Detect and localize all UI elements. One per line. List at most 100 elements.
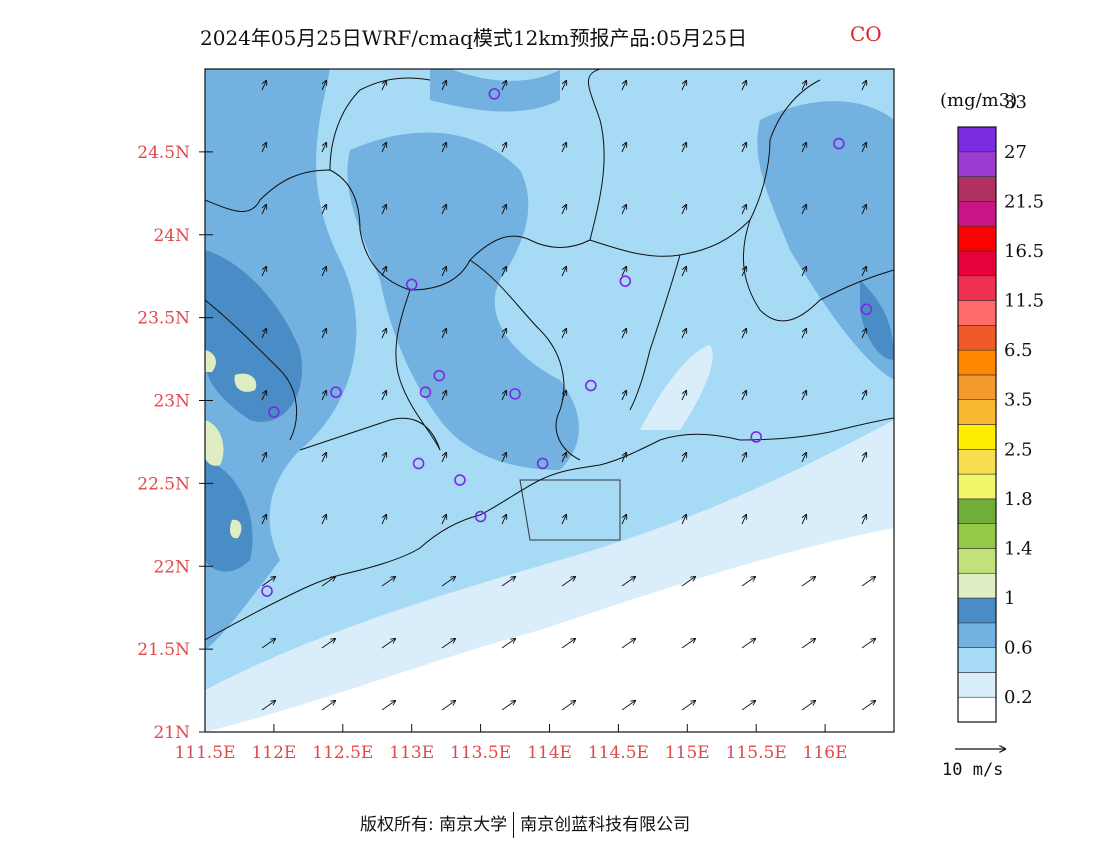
wind-arrow (561, 267, 566, 277)
wind-arrow (561, 701, 575, 711)
colorbar-swatch (957, 696, 997, 723)
lat-tick-label: 23N (153, 392, 190, 412)
wind-arrow (441, 639, 455, 649)
wind-arrow (321, 81, 326, 91)
lon-tick-label: 114E (527, 743, 572, 763)
hotspot-circle (536, 457, 549, 470)
wind-arrow (381, 577, 395, 587)
colorbar-label: 1 (1004, 588, 1015, 609)
wind-arrow (741, 515, 746, 525)
wind-arrow (501, 639, 515, 649)
wind-arrow (261, 701, 275, 711)
wind-arrow (621, 639, 635, 649)
colorbar-label: 6.5 (1004, 340, 1033, 361)
wind-arrow (861, 391, 866, 401)
wind-arrow (861, 701, 875, 711)
lat-tick-label: 21.5N (137, 640, 190, 660)
lon-tick-label: 112.5E (312, 743, 373, 763)
wind-arrow (621, 515, 626, 525)
copyright-owner: 版权所有: 南京大学 (360, 815, 508, 835)
wind-arrow (801, 391, 806, 401)
wind-arrow (801, 639, 815, 649)
wind-arrow (501, 81, 506, 91)
colorbar-frame (957, 126, 997, 723)
wind-arrow (681, 205, 686, 215)
wind-arrow (441, 329, 446, 339)
wind-arrow (861, 515, 866, 525)
wind-arrow (261, 143, 266, 153)
wind-arrow (801, 515, 806, 525)
hotspot-circle (419, 386, 432, 399)
colorbar-swatch (957, 448, 997, 475)
colorbar-swatch (957, 300, 997, 326)
colorbar-swatch (957, 572, 997, 599)
copyright-footer: 版权所有: 南京大学 南京创蓝科技有限公司 (360, 810, 690, 838)
hotspot-circle (454, 474, 466, 486)
colorbar-swatch (957, 622, 997, 648)
wind-arrow (321, 391, 326, 401)
hotspot-circle (509, 388, 521, 400)
wind-arrow (681, 329, 686, 339)
wind-arrow (561, 577, 575, 587)
wind-arrow (501, 391, 506, 401)
wind-arrow (441, 143, 446, 153)
lon-tick-label: 113E (389, 743, 434, 763)
colorbar-label: 1.4 (1004, 539, 1033, 560)
wind-arrow (561, 329, 566, 339)
wind-arrow (501, 205, 506, 215)
colorbar-swatch (957, 349, 997, 376)
wind-arrow (441, 515, 446, 525)
wind-arrow (441, 81, 446, 91)
lat-tick-label: 22N (153, 557, 190, 577)
wind-arrow (861, 329, 866, 339)
colorbar-swatch (957, 250, 997, 277)
wind-arrow (441, 205, 446, 215)
hotspot-circle (474, 510, 487, 523)
colorbar-swatch (957, 548, 997, 574)
wind-arrow (741, 577, 755, 587)
wind-arrow (681, 453, 686, 463)
lon-tick-label: 115E (665, 743, 710, 763)
wind-arrow (321, 453, 326, 463)
wind-arrow (741, 143, 746, 153)
wind-arrow (501, 267, 506, 277)
colorbar-swatch (957, 325, 997, 351)
colorbar-label: 3.5 (1004, 390, 1033, 411)
wind-arrow (621, 453, 626, 463)
colorbar-swatch (957, 151, 997, 177)
wind-arrow (321, 577, 335, 587)
wind-arrow (261, 205, 266, 215)
wind-arrow (801, 329, 806, 339)
wind-arrow (261, 453, 266, 463)
wind-arrow (861, 205, 866, 215)
wind-arrow (441, 391, 446, 401)
wind-arrow (741, 81, 746, 91)
lat-tick-label: 22.5N (137, 474, 190, 494)
wind-arrow (441, 701, 455, 711)
wind-arrow (861, 577, 875, 587)
wind-arrow (861, 453, 866, 463)
wind-arrow (861, 267, 866, 277)
wind-arrow (561, 205, 566, 215)
copyright-company: 南京创蓝科技有限公司 (520, 815, 691, 835)
wind-arrow (801, 81, 806, 91)
colorbar-swatch (957, 498, 997, 524)
wind-arrow (321, 639, 335, 649)
lon-tick-label: 111.5E (174, 743, 235, 763)
colorbar-label: 21.5 (1004, 191, 1044, 212)
colorbar-swatch (957, 225, 997, 252)
colorbar-swatch (957, 399, 997, 425)
wind-arrow (621, 329, 626, 339)
wind-arrow (261, 391, 266, 401)
wind-arrow (741, 205, 746, 215)
hotspot-circle (268, 406, 280, 418)
colorbar-swatch (957, 176, 997, 202)
wind-arrow (621, 577, 635, 587)
wind-arrow (801, 701, 815, 711)
colorbar-unit: (mg/m3) (940, 90, 1018, 111)
wind-arrow (621, 143, 626, 153)
lat-tick-label: 24N (153, 226, 190, 246)
wind-arrow (321, 329, 326, 339)
wind-arrow (261, 639, 275, 649)
wind-arrow (261, 267, 266, 277)
